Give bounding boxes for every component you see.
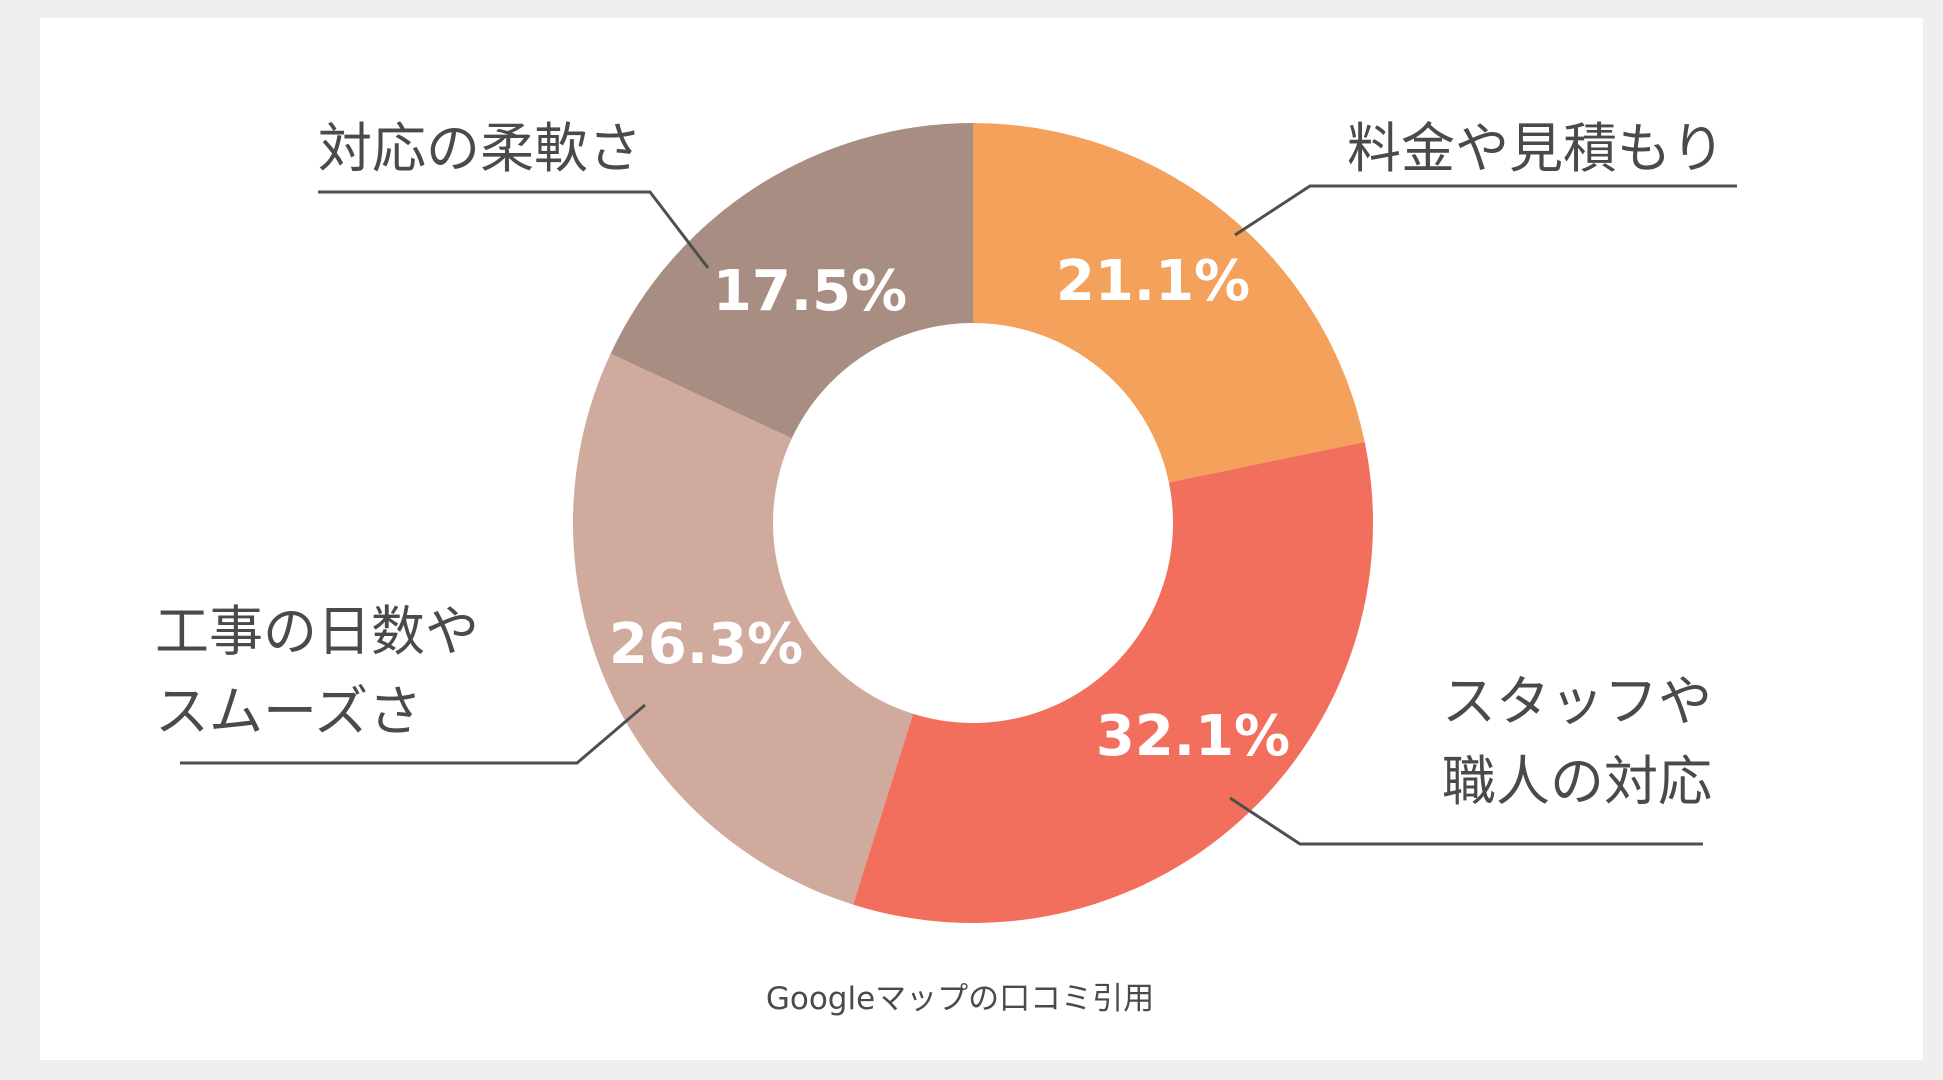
slice-2 xyxy=(853,441,1374,923)
category-label-line: スムーズさ xyxy=(155,680,422,743)
leader-line xyxy=(318,190,710,269)
slice-percent-label: 26.3% xyxy=(609,612,803,677)
category-label: 対応の柔軟さ xyxy=(318,117,642,180)
category-label-line: 料金や見積もり xyxy=(1347,117,1725,180)
category-label-line: 職人の対応 xyxy=(1442,750,1712,813)
slice-4 xyxy=(610,123,973,439)
category-label: 工事の日数やスムーズさ xyxy=(155,600,479,743)
leader-line xyxy=(180,703,646,765)
slice-percent-label: 21.1% xyxy=(1056,249,1250,314)
slice-3 xyxy=(572,353,914,905)
slice-1 xyxy=(973,123,1365,483)
category-label: 料金や見積もり xyxy=(1347,117,1725,180)
slice-percent-label: 17.5% xyxy=(713,259,907,324)
category-label-line: スタッフや xyxy=(1442,670,1712,733)
category-label-line: 対応の柔軟さ xyxy=(318,117,642,180)
slices-layer xyxy=(572,123,1374,923)
source-note: Googleマップの口コミ引用 xyxy=(766,981,1154,1017)
category-label-line: 工事の日数や xyxy=(155,600,479,663)
leader-line xyxy=(1229,796,1703,846)
leader-line xyxy=(1234,184,1737,237)
slice-percent-label: 32.1% xyxy=(1096,704,1290,769)
category-label: スタッフや職人の対応 xyxy=(1442,670,1712,813)
leader-lines xyxy=(180,184,1737,846)
percent-labels: 21.1% 32.1% 26.3% 17.5% xyxy=(609,249,1290,769)
